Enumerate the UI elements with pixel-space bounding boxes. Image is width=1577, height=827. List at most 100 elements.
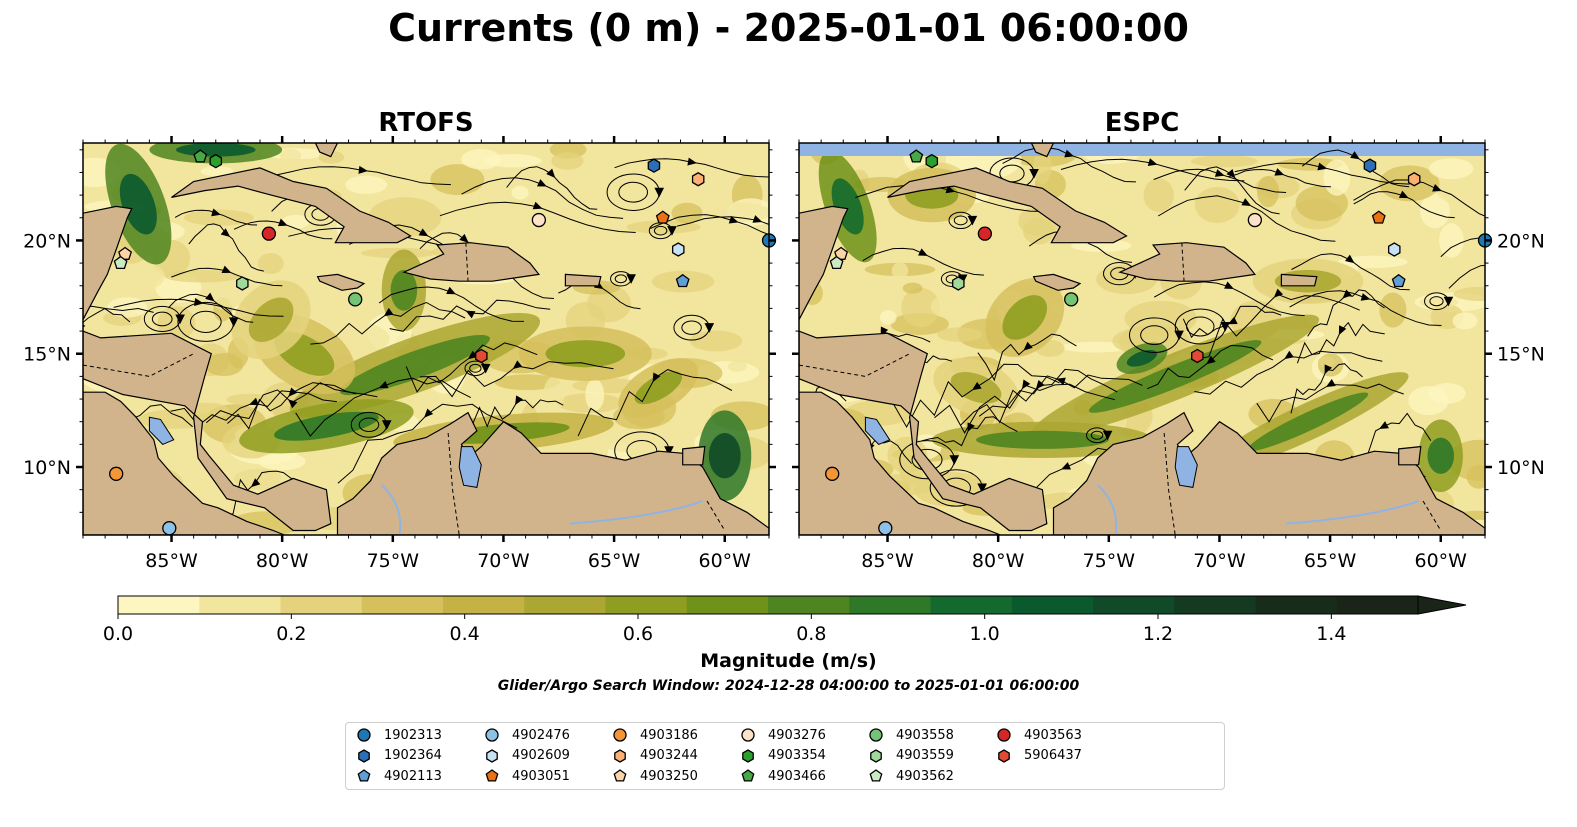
platform-marker-5906437 [1191, 348, 1204, 364]
y-tick-label: 10°N [23, 457, 71, 479]
platform-marker-4903354 [925, 153, 939, 169]
platform-marker-4903562 [829, 255, 844, 269]
border-line [706, 500, 726, 531]
river [1285, 500, 1419, 525]
x-tick-label: 60°W [699, 550, 752, 572]
x-tick-label: 65°W [588, 550, 641, 572]
map-frame [82, 142, 770, 536]
legend-item-4902113: 4902113 [356, 766, 442, 786]
colorbar-segment [443, 596, 525, 614]
legend-label: 5906437 [1024, 748, 1082, 763]
landmass-central-america [83, 391, 285, 535]
landmass-jamaica [316, 273, 366, 291]
platform-marker-4902609 [671, 242, 685, 257]
colorbar-segment [199, 596, 281, 614]
legend-label: 4902476 [512, 727, 570, 743]
border-line [447, 432, 460, 535]
legend-label: 4903186 [640, 727, 698, 743]
map-panel-rtofs: 85°W 80°W 75°W 70°W 65°W 60°W 10°N 15°N 20°N [23, 136, 777, 572]
legend-item-4903354: 4903354 [740, 746, 826, 766]
colorbar-tick-label: 1.0 [970, 623, 1000, 645]
landmass-cuba [171, 167, 412, 244]
platform-marker-4903186 [109, 466, 124, 481]
legend-item-5906437: 5906437 [996, 746, 1082, 766]
landmass-bahamas [314, 143, 339, 158]
legend-item-1902364: 1902364 [356, 746, 442, 766]
panel-title-espc: ESPC [1104, 108, 1180, 138]
circle-marker-icon [869, 728, 883, 742]
circle-marker-icon [741, 728, 755, 742]
x-tick-label: 85°W [145, 550, 198, 572]
colorbar-tick-label: 0.8 [796, 623, 826, 645]
legend-marker-4903354 [742, 748, 754, 763]
x-tick-label: 80°W [256, 550, 309, 572]
landmass-cuba [887, 167, 1128, 244]
platform-marker-4903244 [1407, 171, 1421, 187]
platform-marker-4903354 [209, 153, 223, 169]
colorbar-segment [1011, 596, 1094, 614]
colorbar-segment [930, 596, 1013, 614]
platform-marker-4903276 [1247, 212, 1263, 228]
colorbar-tick-label: 0.0 [103, 623, 133, 645]
landmass-puerto-rico [564, 273, 602, 287]
x-tick-label: 65°W [1304, 550, 1357, 572]
hexagon-marker-icon [998, 748, 1010, 763]
platform-marker-4903558 [1064, 292, 1079, 307]
platform-marker-4903051 [1371, 210, 1386, 224]
y-tick-label: 20°N [23, 230, 71, 252]
colorbar-tick-label: 0.2 [276, 623, 306, 645]
landmass-yucatan [799, 205, 849, 320]
border-line [83, 353, 194, 377]
lake-lake-nicaragua [148, 416, 175, 445]
platform-marker-5906437 [475, 348, 488, 364]
border-line [1163, 432, 1176, 535]
pentagon-marker-icon [357, 769, 371, 782]
legend-item-4903051: 4903051 [484, 766, 570, 786]
legend-marker-4903250 [613, 769, 627, 782]
colorbar-tick-label: 0.6 [623, 623, 653, 645]
colorbar-segment [524, 596, 606, 614]
platform-marker-4903466 [193, 149, 208, 163]
hexagon-marker-icon [614, 748, 626, 763]
lake-lake-nicaragua [864, 416, 891, 445]
colorbar-segment [1174, 596, 1256, 614]
circle-marker-icon [997, 728, 1011, 742]
platform-marker-4902113 [1391, 273, 1406, 288]
landmass-jamaica [1032, 273, 1082, 291]
pentagon-marker-icon [869, 769, 883, 782]
platform-marker-4902476 [878, 521, 893, 536]
platform-marker-4903563 [261, 226, 277, 241]
legend-marker-4902609 [486, 748, 498, 763]
river [569, 500, 703, 525]
legend-item-4903558: 4903558 [868, 725, 954, 745]
platform-legend: 1902313 1902364 4902113 4902476 4902609 49030… [345, 722, 1225, 790]
legend-label: 4902113 [384, 768, 442, 784]
legend-label: 4903244 [640, 748, 698, 763]
landmass-trinidad [682, 445, 706, 466]
platform-marker-4903051 [655, 210, 670, 224]
legend-item-4903563: 4903563 [996, 725, 1082, 745]
pentagon-marker-icon [485, 769, 499, 782]
colorbar-tick-label: 1.4 [1316, 623, 1346, 645]
y-tick-label: 15°N [1497, 344, 1545, 366]
legend-marker-4903051 [485, 769, 499, 782]
lake-lake-maracaibo [1174, 446, 1198, 488]
x-tick-label: 60°W [1415, 550, 1468, 572]
legend-marker-4903559 [870, 748, 882, 763]
platform-marker-4903559 [236, 276, 249, 291]
colorbar-segment [118, 596, 200, 614]
legend-item-4902609: 4902609 [484, 746, 570, 766]
colorbar-tick-label: 0.4 [450, 623, 480, 645]
legend-marker-4903244 [614, 748, 626, 763]
colorbar-segment [686, 596, 769, 614]
legend-item-4903244: 4903244 [612, 746, 698, 766]
platform-marker-4902476 [162, 521, 177, 536]
legend-label: 4903276 [768, 727, 826, 743]
streamlines [799, 147, 1485, 518]
lake-lake-maracaibo [458, 446, 482, 488]
legend-label: 1902364 [384, 748, 442, 763]
x-tick-label: 70°W [1193, 550, 1246, 572]
river [381, 484, 402, 535]
y-tick-label: 15°N [23, 344, 71, 366]
legend-label: 4903250 [640, 768, 698, 784]
